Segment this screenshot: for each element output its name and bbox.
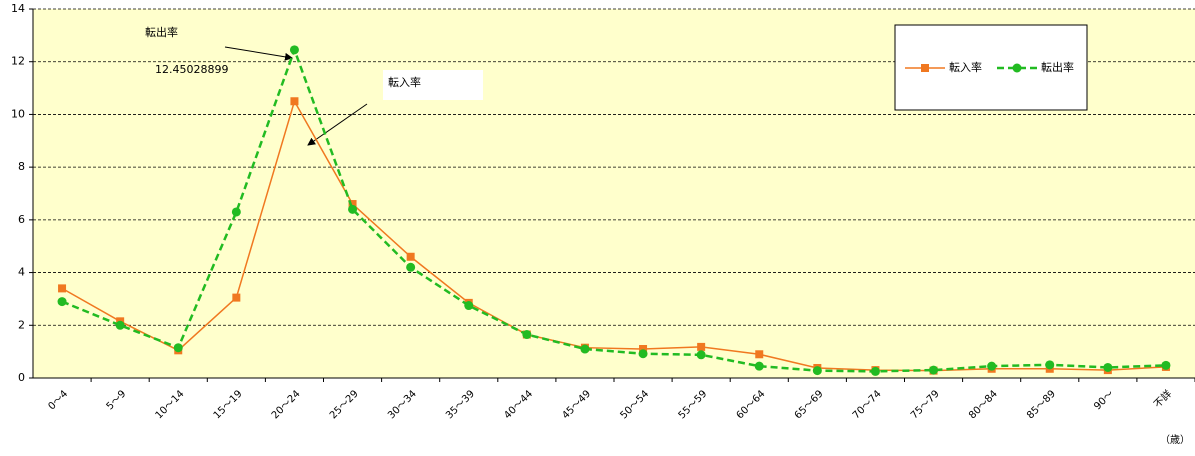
x-tick-label: 80～84 bbox=[967, 388, 1000, 421]
marker bbox=[639, 345, 648, 354]
marker bbox=[406, 252, 415, 261]
arrow bbox=[224, 46, 293, 61]
marker bbox=[173, 343, 183, 353]
marker bbox=[755, 350, 764, 359]
y-tick-label: 4 bbox=[18, 266, 25, 279]
marker bbox=[290, 97, 299, 106]
marker bbox=[929, 365, 939, 375]
x-tick-label: 60～64 bbox=[735, 388, 768, 421]
marker bbox=[57, 297, 67, 307]
x-tick-label: 75～79 bbox=[909, 388, 942, 421]
x-tick-label: 20～24 bbox=[270, 388, 303, 421]
x-tick-label: 0～4 bbox=[46, 388, 70, 412]
arrow bbox=[307, 103, 368, 146]
x-unit: （歳） bbox=[1160, 434, 1190, 446]
marker bbox=[987, 361, 997, 371]
x-tick-label: 50～54 bbox=[618, 388, 651, 421]
marker bbox=[754, 361, 764, 371]
marker bbox=[870, 366, 880, 376]
y-tick-label: 2 bbox=[18, 318, 25, 331]
y-tick-label: 6 bbox=[18, 213, 25, 226]
x-tick-label: 55～59 bbox=[677, 388, 710, 421]
marker bbox=[1045, 360, 1055, 370]
y-tick-label: 0 bbox=[18, 371, 25, 384]
x-tick-label: 25～29 bbox=[328, 388, 361, 421]
series-line bbox=[61, 99, 1166, 372]
x-tick-label: 65～69 bbox=[793, 388, 826, 421]
x-tick-label: 30～34 bbox=[386, 388, 419, 421]
x-tick-label: 45～49 bbox=[560, 388, 593, 421]
x-tick-label: 10～14 bbox=[154, 388, 187, 421]
x-tick-label: 90～ bbox=[1092, 388, 1116, 412]
marker bbox=[580, 344, 590, 354]
marker bbox=[464, 301, 474, 311]
x-tick-label: 15～19 bbox=[212, 388, 245, 421]
x-tick-label: 70～74 bbox=[851, 388, 884, 421]
y-tick-label: 10 bbox=[11, 107, 25, 120]
x-tick-label: 85～89 bbox=[1025, 388, 1058, 421]
series-line bbox=[61, 46, 1166, 373]
x-tick-label: 不詳 bbox=[1151, 387, 1174, 410]
marker bbox=[289, 45, 299, 55]
annotation: 転出率 bbox=[145, 25, 178, 39]
legend-marker bbox=[1012, 63, 1022, 73]
y-tick-label: 14 bbox=[11, 2, 25, 15]
marker bbox=[1103, 362, 1113, 372]
marker bbox=[348, 200, 357, 209]
marker bbox=[232, 293, 241, 302]
marker bbox=[638, 349, 648, 359]
legend-label: 転出率 bbox=[1041, 60, 1074, 74]
marker bbox=[697, 342, 706, 351]
marker bbox=[696, 350, 706, 360]
marker bbox=[1161, 360, 1171, 370]
annotation-box bbox=[383, 70, 483, 100]
legend-label: 転入率 bbox=[949, 60, 982, 74]
x-tick-label: 5～9 bbox=[105, 388, 129, 412]
y-tick-label: 8 bbox=[18, 160, 25, 173]
marker bbox=[406, 262, 416, 272]
annotation: 12.45028899 bbox=[155, 63, 228, 76]
marker bbox=[115, 320, 125, 330]
x-tick-label: 40～44 bbox=[502, 388, 535, 421]
x-tick-label: 35～39 bbox=[444, 388, 477, 421]
marker bbox=[812, 366, 822, 376]
marker bbox=[522, 330, 532, 340]
y-tick-label: 12 bbox=[11, 55, 25, 68]
annotation: 転入率 bbox=[388, 75, 421, 89]
marker bbox=[58, 284, 67, 293]
legend-marker bbox=[921, 64, 929, 72]
marker bbox=[348, 204, 358, 214]
marker bbox=[231, 207, 241, 217]
